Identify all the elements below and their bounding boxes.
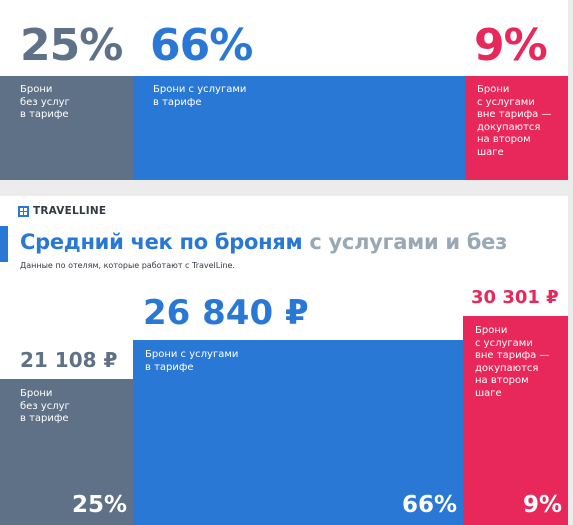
chart-title-light: с услугами и без — [309, 230, 508, 254]
chart-title-bold: Средний чек по броням — [20, 230, 303, 254]
bar-share-label: 9% — [522, 492, 562, 518]
brand-logo: TRAVELLINE — [18, 204, 106, 218]
share-block-services-extra: Брони с услугами вне тарифа — докупаются… — [465, 76, 568, 180]
bar-label: Брони без услуг в тарифе — [20, 388, 70, 424]
average-check-chart-card: TRAVELLINE Средний чек по броням с услуг… — [0, 196, 568, 525]
chart-title: Средний чек по броням с услугами и без — [20, 230, 507, 254]
share-percent-services-in-tariff: 66% — [150, 20, 253, 71]
travelline-logo-icon — [18, 205, 29, 217]
bar-value-label: 21 108 ₽ — [20, 348, 118, 372]
chart-subtitle: Данные по отелям, которые работают с Tra… — [20, 261, 235, 270]
share-block-no-services: Брони без услуг в тарифе — [0, 76, 133, 180]
bar-label: Брони с услугами вне тарифа — докупаются… — [475, 325, 550, 399]
share-chart-card: 25% 66% 9% Брони без услуг в тарифе Брон… — [0, 0, 568, 180]
bar-2: Брони с услугами вне тарифа — докупаются… — [463, 289, 568, 525]
title-accent-bar — [0, 226, 8, 262]
bar-value-label: 26 840 ₽ — [143, 293, 309, 333]
brand-name: TRAVELLINE — [33, 205, 107, 217]
bar-share-label: 25% — [71, 492, 127, 518]
share-block-services-in-tariff: Брони с услугами в тарифе — [133, 76, 465, 180]
bar-value-label: 30 301 ₽ — [471, 287, 559, 308]
bar-1: Брони с услугами в тарифе 66% 26 840 ₽ — [133, 296, 463, 525]
bar-0: Брони без услуг в тарифе 25% 21 108 ₽ — [0, 350, 133, 525]
share-percent-services-extra: 9% — [474, 20, 548, 71]
share-block-label: Брони с услугами вне тарифа — докупаются… — [477, 84, 552, 158]
bar-label: Брони с услугами в тарифе — [145, 349, 239, 373]
share-block-label: Брони без услуг в тарифе — [20, 84, 70, 120]
bar-share-label: 66% — [401, 492, 457, 518]
share-block-label: Брони с услугами в тарифе — [153, 84, 247, 108]
share-percent-no-services: 25% — [20, 20, 123, 71]
